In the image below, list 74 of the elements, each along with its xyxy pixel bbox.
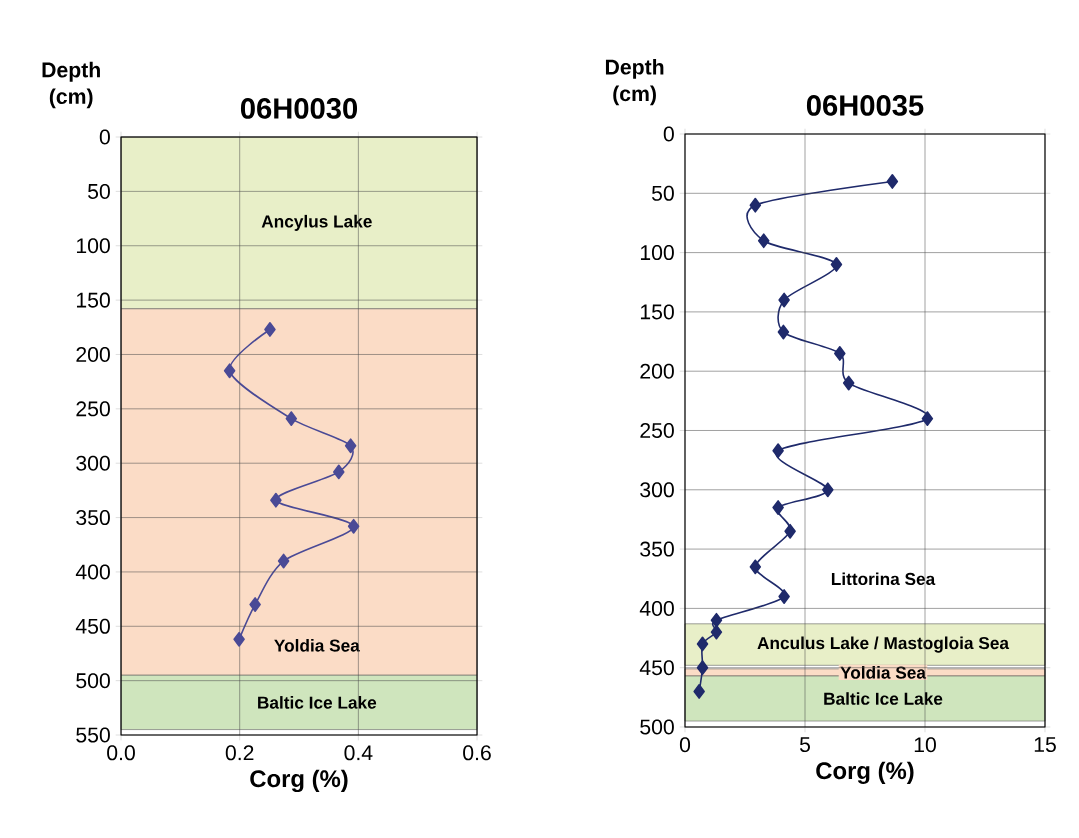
point bbox=[842, 375, 855, 391]
point bbox=[223, 363, 236, 379]
y-tick-label: 350 bbox=[640, 541, 674, 557]
point bbox=[757, 233, 770, 249]
y-tick-label: 500 bbox=[640, 719, 674, 735]
x-tick-label: 0.4 bbox=[344, 745, 373, 761]
point bbox=[886, 174, 899, 189]
band-label: Baltic Ice Lake bbox=[258, 696, 377, 709]
point bbox=[778, 589, 790, 604]
point bbox=[921, 411, 934, 427]
y-tick-label: 550 bbox=[76, 727, 110, 743]
point bbox=[822, 482, 834, 498]
y-tick-label: 400 bbox=[639, 600, 674, 616]
point bbox=[249, 597, 261, 612]
point bbox=[710, 624, 723, 640]
point bbox=[277, 553, 290, 569]
point bbox=[233, 631, 245, 647]
point bbox=[696, 660, 709, 676]
point bbox=[710, 612, 723, 628]
x-axis-title: Corg (%) bbox=[250, 769, 348, 793]
y-tick-label: 150 bbox=[640, 304, 674, 320]
point bbox=[778, 292, 790, 308]
y-tick-label: 450 bbox=[75, 618, 110, 634]
y-axis-title: Depth (cm) bbox=[42, 61, 100, 109]
point bbox=[333, 464, 345, 480]
y-tick-label: 150 bbox=[76, 292, 110, 308]
x-tick-label: 0.0 bbox=[107, 745, 135, 761]
y-tick-label: 400 bbox=[75, 564, 110, 580]
point bbox=[347, 518, 360, 534]
band-label: Baltic Ice Lake bbox=[824, 692, 943, 705]
y-tick-label: 100 bbox=[640, 245, 674, 261]
y-tick-label: 250 bbox=[640, 422, 674, 439]
point bbox=[693, 683, 705, 699]
band-label: Yoldia Sea bbox=[274, 638, 360, 652]
point bbox=[270, 492, 282, 508]
x-tick-label: 0 bbox=[679, 737, 691, 753]
y-tick-label: 300 bbox=[76, 455, 110, 471]
x-tick-label: 0.2 bbox=[225, 745, 254, 761]
y-tick-label: 50 bbox=[88, 183, 110, 199]
y-tick-label: 100 bbox=[76, 238, 110, 254]
point bbox=[264, 322, 276, 337]
point bbox=[749, 559, 762, 575]
chart-title: 06H0030 bbox=[240, 98, 358, 119]
point bbox=[777, 324, 790, 340]
point bbox=[784, 523, 796, 539]
band-label: Yoldia Sea bbox=[840, 666, 927, 679]
y-tick-label: 200 bbox=[640, 363, 674, 379]
x-axis-title: Corg (%) bbox=[816, 761, 914, 784]
y-tick-label: 450 bbox=[639, 660, 674, 676]
annotation: Littorina Sea bbox=[831, 572, 936, 586]
point bbox=[830, 257, 843, 272]
x-tick-label: 10 bbox=[914, 737, 936, 753]
y-tick-label: 200 bbox=[76, 346, 110, 362]
chart-title: 06H0035 bbox=[806, 95, 924, 116]
point bbox=[696, 636, 709, 652]
y-tick-label: 0 bbox=[99, 129, 110, 145]
point bbox=[772, 500, 784, 516]
point bbox=[344, 438, 357, 454]
y-tick-label: 300 bbox=[640, 482, 674, 498]
x-tick-label: 15 bbox=[1034, 737, 1056, 753]
y-tick-label: 250 bbox=[76, 401, 110, 417]
point bbox=[285, 411, 298, 427]
band-label: Ancylus Lake bbox=[261, 214, 372, 231]
band-label: Anculus Lake / Mastogloia Sea bbox=[757, 636, 1010, 653]
y-tick-label: 50 bbox=[651, 185, 674, 201]
point bbox=[834, 345, 846, 361]
point bbox=[772, 443, 784, 459]
y-tick-label: 0 bbox=[663, 126, 674, 142]
x-tick-label: 5 bbox=[799, 737, 810, 753]
x-tick-label: 0.6 bbox=[463, 745, 491, 761]
y-axis-title: Depth (cm) bbox=[605, 59, 664, 106]
point bbox=[749, 197, 762, 213]
y-tick-label: 500 bbox=[76, 673, 110, 689]
y-tick-label: 350 bbox=[76, 510, 110, 526]
